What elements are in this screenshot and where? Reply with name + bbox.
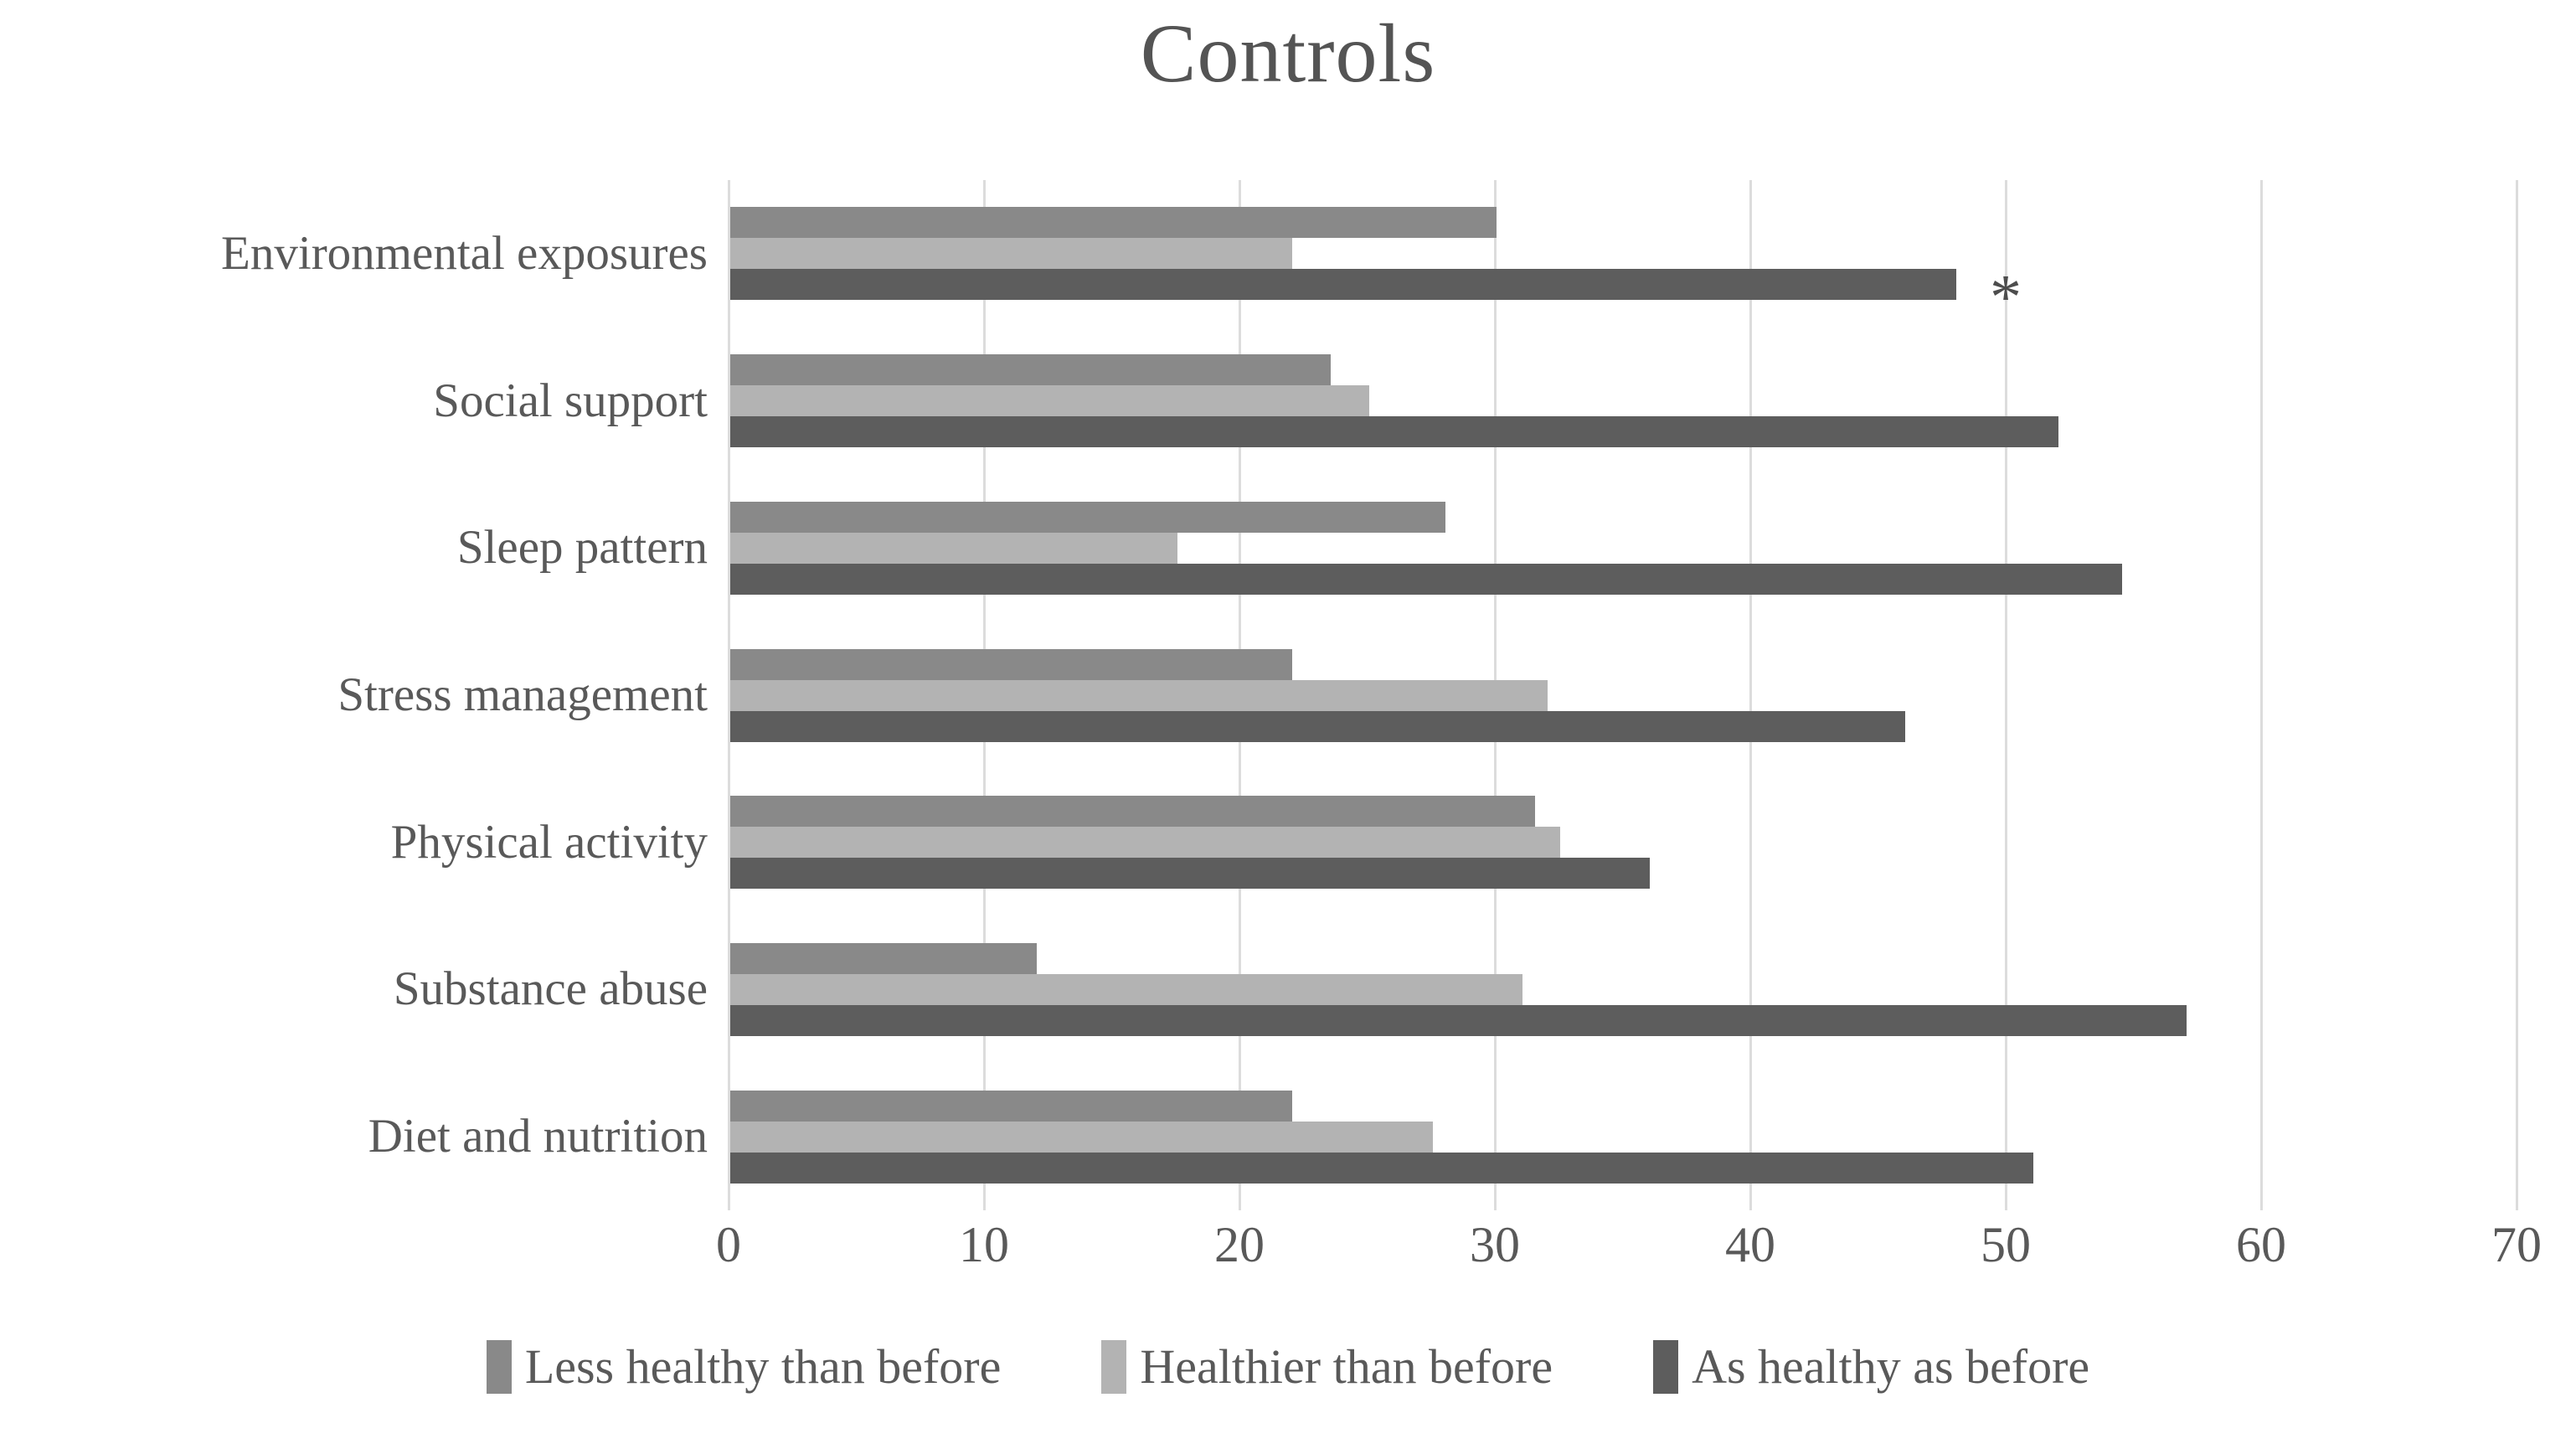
bar: [730, 679, 1548, 711]
x-tick-label: 40: [1725, 1217, 1775, 1272]
gridline: [2515, 180, 2518, 1210]
chart-title: Controls: [1140, 7, 1436, 100]
bar: [730, 942, 1037, 974]
x-tick-label: 60: [2236, 1217, 2286, 1272]
bar: [730, 1121, 1433, 1153]
bar: [730, 207, 1497, 239]
category-label: Stress management: [337, 668, 708, 721]
category-label: Sleep pattern: [456, 521, 708, 575]
legend-item: Less healthy than before: [486, 1338, 1002, 1395]
x-tick-label: 0: [716, 1217, 741, 1272]
gridline: [2259, 180, 2263, 1210]
x-tick-label: 70: [2491, 1217, 2542, 1272]
gridline: [727, 180, 730, 1210]
bar: [730, 1152, 2033, 1184]
bar: [730, 796, 1535, 828]
bar: [730, 238, 1292, 270]
legend-marker: [1101, 1339, 1127, 1394]
legend-label: Less healthy than before: [524, 1339, 1002, 1394]
bar: [730, 858, 1650, 890]
x-tick-label: 20: [1214, 1217, 1265, 1272]
bar: [730, 416, 2058, 448]
significance-asterisk: *: [1990, 261, 2022, 333]
category-label: Substance abuse: [393, 962, 708, 1016]
gridline: [2004, 180, 2007, 1210]
bar: [730, 563, 2123, 595]
bar: [730, 532, 1177, 564]
bar: [730, 1090, 1292, 1122]
bar: [730, 973, 1522, 1005]
x-tick-label: 10: [959, 1217, 1009, 1272]
legend-label: As healthy as before: [1692, 1339, 2090, 1394]
x-tick-label: 50: [1981, 1217, 2031, 1272]
legend-item: As healthy as before: [1653, 1338, 2089, 1395]
bar: [730, 269, 1956, 301]
legend-marker: [1653, 1339, 1679, 1394]
bar: [730, 385, 1369, 417]
category-label: Diet and nutrition: [368, 1110, 708, 1163]
category-label: Social support: [433, 374, 708, 427]
x-tick-label: 30: [1470, 1217, 1520, 1272]
legend-item: Healthier than before: [1101, 1338, 1553, 1395]
bar: [730, 354, 1331, 386]
bar: [730, 501, 1445, 533]
bar: [730, 827, 1561, 859]
bar: [730, 1004, 2187, 1036]
bar: [730, 648, 1292, 680]
category-label: Environmental exposures: [221, 226, 708, 280]
legend-label: Healthier than before: [1140, 1339, 1553, 1394]
legend: Less healthy than before Healthier than b…: [0, 1338, 2576, 1395]
bar: [730, 710, 1905, 742]
category-label: Physical activity: [390, 815, 708, 869]
gridline: [1749, 180, 1752, 1210]
legend-marker: [486, 1339, 512, 1394]
